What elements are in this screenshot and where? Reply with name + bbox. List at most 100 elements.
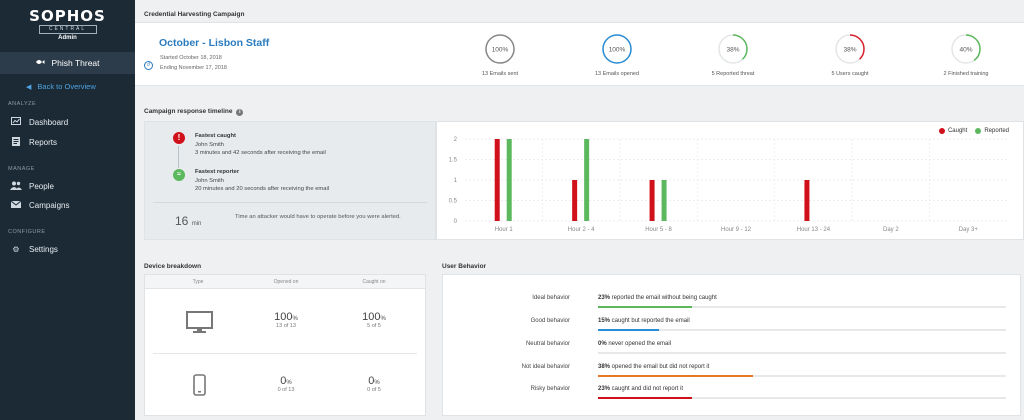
people-icon	[10, 181, 22, 192]
nav-dashboard[interactable]: Dashboard	[10, 117, 68, 127]
product-name: Phish Threat	[51, 58, 100, 68]
ring-value: 40%	[959, 47, 972, 54]
behavior-pct: 23%	[598, 386, 611, 392]
stat-ring: 100%	[602, 34, 632, 64]
back-arrow-icon: ◀	[26, 84, 32, 91]
nav-reports-label: Reports	[29, 138, 58, 147]
x-tick-label: Hour 13 - 24	[797, 227, 831, 233]
desktop-caught-pct: 100	[362, 311, 381, 323]
desktop-opened: 100% 13 of 13	[246, 311, 326, 329]
fastest-reporter-name: John Smith	[195, 177, 224, 184]
behavior-section-title: User Behavior	[442, 263, 487, 270]
behavior-text: 38% opened the email but did not report …	[598, 364, 709, 370]
y-tick-label: 0.5	[449, 199, 458, 205]
bar-caught[interactable]	[649, 180, 655, 221]
campaign-section-title: Credential Harvesting Campaign	[144, 11, 245, 18]
x-tick-label: Hour 5 - 8	[645, 227, 672, 233]
pct-sign: %	[292, 316, 298, 322]
timeline-section-title: Campaign response timeline i	[144, 108, 244, 116]
bar-reported[interactable]	[506, 139, 512, 221]
y-tick-label: 2	[454, 137, 458, 143]
nav-settings[interactable]: ⚙ Settings	[10, 245, 58, 254]
bar-reported[interactable]	[661, 180, 667, 221]
bar-reported[interactable]	[584, 139, 590, 221]
bar-caught[interactable]	[572, 180, 578, 221]
timeline-title-text: Campaign response timeline	[144, 108, 233, 115]
legend-swatch-reported	[975, 128, 982, 134]
brand-name: SOPHOS	[29, 7, 106, 25]
info-icon[interactable]: i	[236, 109, 244, 116]
behavior-bar	[598, 375, 1006, 377]
behavior-bar-fill	[598, 375, 754, 377]
ring-progress	[485, 34, 515, 64]
timeline-chart: 0 0.5 1 1.5 2 Hour 1 Hour 2 - 4 Hour 5 - 8 Hour …	[449, 137, 1007, 233]
pct-sign: %	[286, 380, 292, 386]
fastest-caught-title: Fastest caught	[195, 133, 236, 139]
behavior-text: 23% caught and did not report it	[598, 386, 683, 392]
stat-emails-opened: 100% 13 Emails opened	[572, 33, 662, 77]
section-analyze: ANALYZE	[8, 101, 37, 107]
user-behavior-panel: Ideal behavior 23% reported the email wi…	[442, 274, 1021, 416]
campaign-status-icon: ↺	[144, 61, 153, 70]
alert-icon: !	[173, 132, 185, 144]
nav-campaigns[interactable]: Campaigns	[10, 200, 70, 210]
desktop-icon	[186, 311, 213, 339]
minutes-value: 16	[175, 214, 189, 228]
nav-campaigns-label: Campaigns	[29, 201, 70, 210]
bar-caught[interactable]	[804, 180, 810, 221]
behavior-bar	[598, 329, 1006, 331]
bar-caught[interactable]	[494, 139, 500, 221]
fastest-reporter: Fastest reporter John Smith 20 minutes a…	[195, 168, 329, 194]
back-to-overview-link[interactable]: ◀ Back to Overview	[26, 82, 96, 91]
mobile-opened: 0% 0 of 13	[246, 375, 326, 393]
legend-caught: Caught	[947, 128, 968, 134]
gear-icon: ⚙	[12, 245, 20, 254]
stat-label: 13 Emails sent	[481, 71, 519, 77]
mobile-opened-pct: 0	[280, 375, 287, 387]
x-tick-label: Hour 2 - 4	[568, 227, 595, 233]
x-tick-label: Day 2	[883, 227, 899, 233]
nav-reports[interactable]: Reports	[10, 137, 57, 148]
timeline-connector	[178, 146, 179, 168]
product-selector[interactable]: Phish Threat	[0, 52, 135, 74]
mobile-icon	[193, 374, 206, 401]
behavior-label: Ideal behavior	[532, 295, 570, 301]
nav-people[interactable]: People	[10, 181, 54, 192]
stat-label: 5 Reported threat	[711, 71, 755, 77]
campaign-name[interactable]: October - Lisbon Staff	[159, 37, 270, 49]
behavior-desc: opened the email but did not report it	[610, 364, 710, 370]
desktop-opened-pct: 100	[274, 311, 293, 323]
legend-reported: Reported	[984, 128, 1009, 134]
stat-label: 2 Finished training	[943, 71, 989, 77]
behavior-bar	[598, 352, 1006, 354]
stat-ring: 38%	[835, 34, 865, 64]
minutes-unit: min	[191, 221, 202, 227]
nav-people-label: People	[29, 182, 54, 191]
campaign-end-date: Ending November 17, 2018	[160, 65, 227, 71]
behavior-label: Not ideal behavior	[521, 364, 570, 370]
header-type: Type	[192, 279, 204, 285]
brand-role: Admin	[58, 35, 77, 41]
sophos-logo[interactable]: SOPHOS CENTRAL Admin	[0, 0, 135, 46]
behavior-bar-fill	[598, 397, 692, 399]
phish-icon	[35, 58, 45, 68]
behavior-text: 23% reported the email without being cau…	[598, 295, 717, 301]
behavior-pct: 38%	[598, 364, 611, 370]
behavior-desc: reported the email without being caught	[610, 295, 717, 301]
fish-icon: ≈	[173, 169, 185, 181]
section-manage: MANAGE	[8, 166, 35, 172]
ring-progress	[718, 34, 748, 64]
nav-settings-label: Settings	[29, 245, 58, 254]
stat-label: 5 Users caught	[831, 71, 869, 77]
fastest-reporter-title: Fastest reporter	[195, 169, 240, 175]
ring-progress	[835, 34, 865, 64]
stat-ring: 38%	[718, 34, 748, 64]
device-table-header: Type Opened on Caught on	[145, 275, 425, 289]
desktop-caught-sub: 5 of 5	[367, 323, 381, 329]
fastest-caught-name: John Smith	[195, 141, 224, 148]
header-opened: Opened on	[273, 279, 299, 285]
campaign-summary-panel: ↺ October - Lisbon Staff Started October…	[135, 22, 1024, 86]
divider	[153, 202, 427, 203]
x-tick-label: Day 3+	[959, 227, 979, 233]
sidebar: SOPHOS CENTRAL Admin Phish Threat ◀ Back …	[0, 0, 135, 420]
